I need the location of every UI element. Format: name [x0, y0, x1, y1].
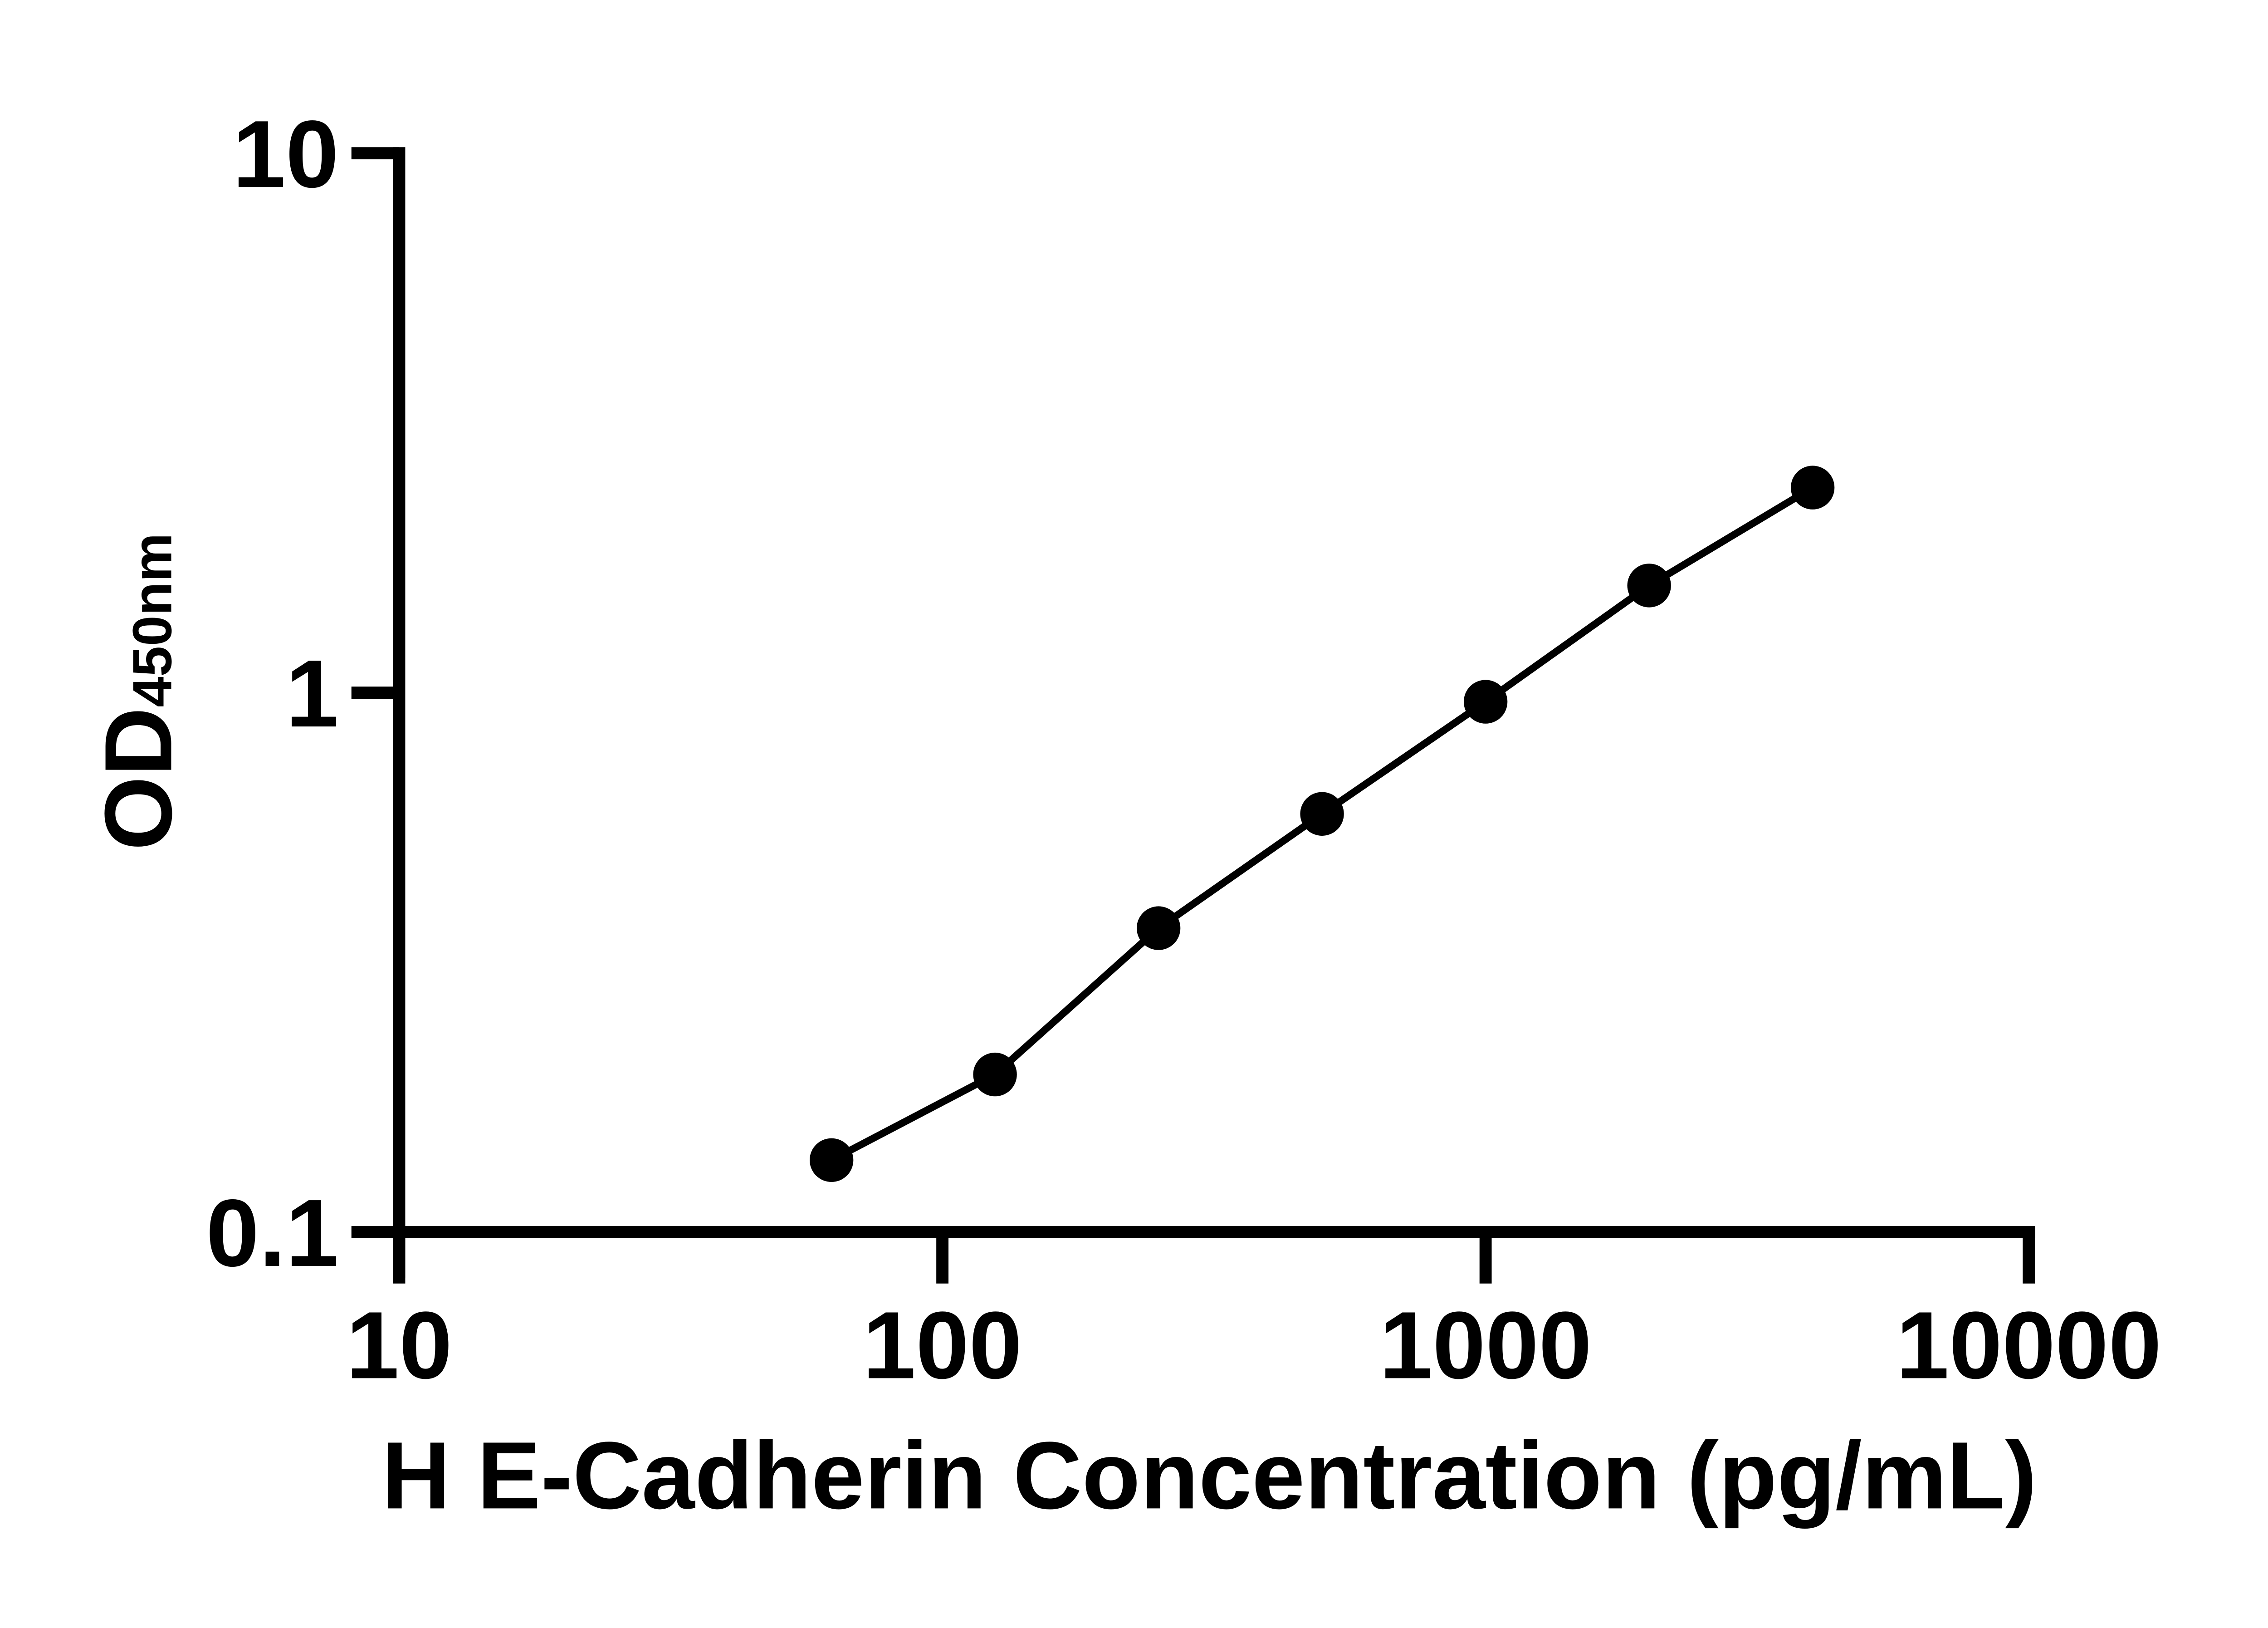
data-point	[973, 1052, 1017, 1097]
x-axis-title: H E-Cadherin Concentration (pg/mL)	[381, 1422, 2037, 1529]
data-point	[1627, 564, 1671, 608]
y-tick-label: 0.1	[206, 1179, 339, 1286]
y-axis-title-main: OD	[84, 707, 191, 851]
data-point	[1790, 466, 1835, 510]
y-tick	[351, 147, 400, 160]
y-axis-title: OD450nm	[84, 533, 191, 851]
y-axis-title-sub: 450nm	[121, 533, 183, 707]
x-tick-label: 10	[346, 1291, 452, 1398]
tick-marks-layer: 10 100 1000 10000 10 1 0.1	[206, 100, 2161, 1398]
y-tick	[351, 1226, 400, 1238]
y-tick	[351, 687, 400, 699]
x-tick	[936, 1226, 948, 1284]
x-axis-line	[393, 1226, 2035, 1238]
data-point	[1463, 680, 1508, 724]
data-series-layer	[809, 466, 1835, 1182]
x-tick	[1479, 1226, 1492, 1284]
plot-axes	[393, 147, 2035, 1278]
data-point	[1136, 906, 1181, 950]
x-tick-label: 10000	[1896, 1291, 2161, 1398]
x-tick-label: 100	[863, 1291, 1022, 1398]
x-tick-label: 1000	[1379, 1291, 1592, 1398]
y-tick-label: 10	[233, 100, 339, 207]
y-axis-line	[393, 147, 406, 1278]
x-tick	[2023, 1226, 2035, 1284]
y-tick-label: 1	[286, 640, 339, 747]
data-point	[1300, 792, 1344, 836]
data-point	[809, 1138, 854, 1182]
